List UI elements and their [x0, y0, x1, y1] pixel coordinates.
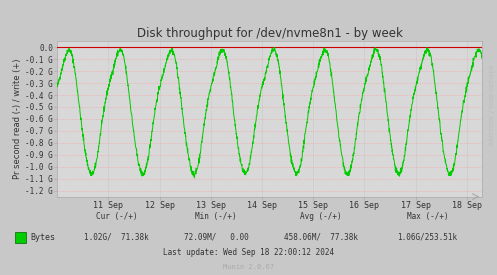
Text: 458.06M/  77.38k: 458.06M/ 77.38k	[284, 232, 357, 241]
Text: RRDTOOL / TOBI OETIKER: RRDTOOL / TOBI OETIKER	[490, 64, 495, 145]
Text: Avg (-/+): Avg (-/+)	[300, 212, 341, 221]
Text: Max (-/+): Max (-/+)	[407, 212, 448, 221]
Y-axis label: Pr second read (-) / write (+): Pr second read (-) / write (+)	[13, 59, 22, 179]
Text: Bytes: Bytes	[31, 233, 56, 242]
Text: 1.06G/253.51k: 1.06G/253.51k	[398, 232, 457, 241]
Text: Cur (-/+): Cur (-/+)	[96, 212, 138, 221]
Title: Disk throughput for /dev/nvme8n1 - by week: Disk throughput for /dev/nvme8n1 - by we…	[137, 27, 403, 40]
Text: 72.09M/   0.00: 72.09M/ 0.00	[184, 232, 248, 241]
Text: Munin 2.0.67: Munin 2.0.67	[223, 264, 274, 270]
Text: 1.02G/  71.38k: 1.02G/ 71.38k	[84, 232, 149, 241]
Text: Last update: Wed Sep 18 22:00:12 2024: Last update: Wed Sep 18 22:00:12 2024	[163, 248, 334, 257]
Text: Min (-/+): Min (-/+)	[195, 212, 237, 221]
